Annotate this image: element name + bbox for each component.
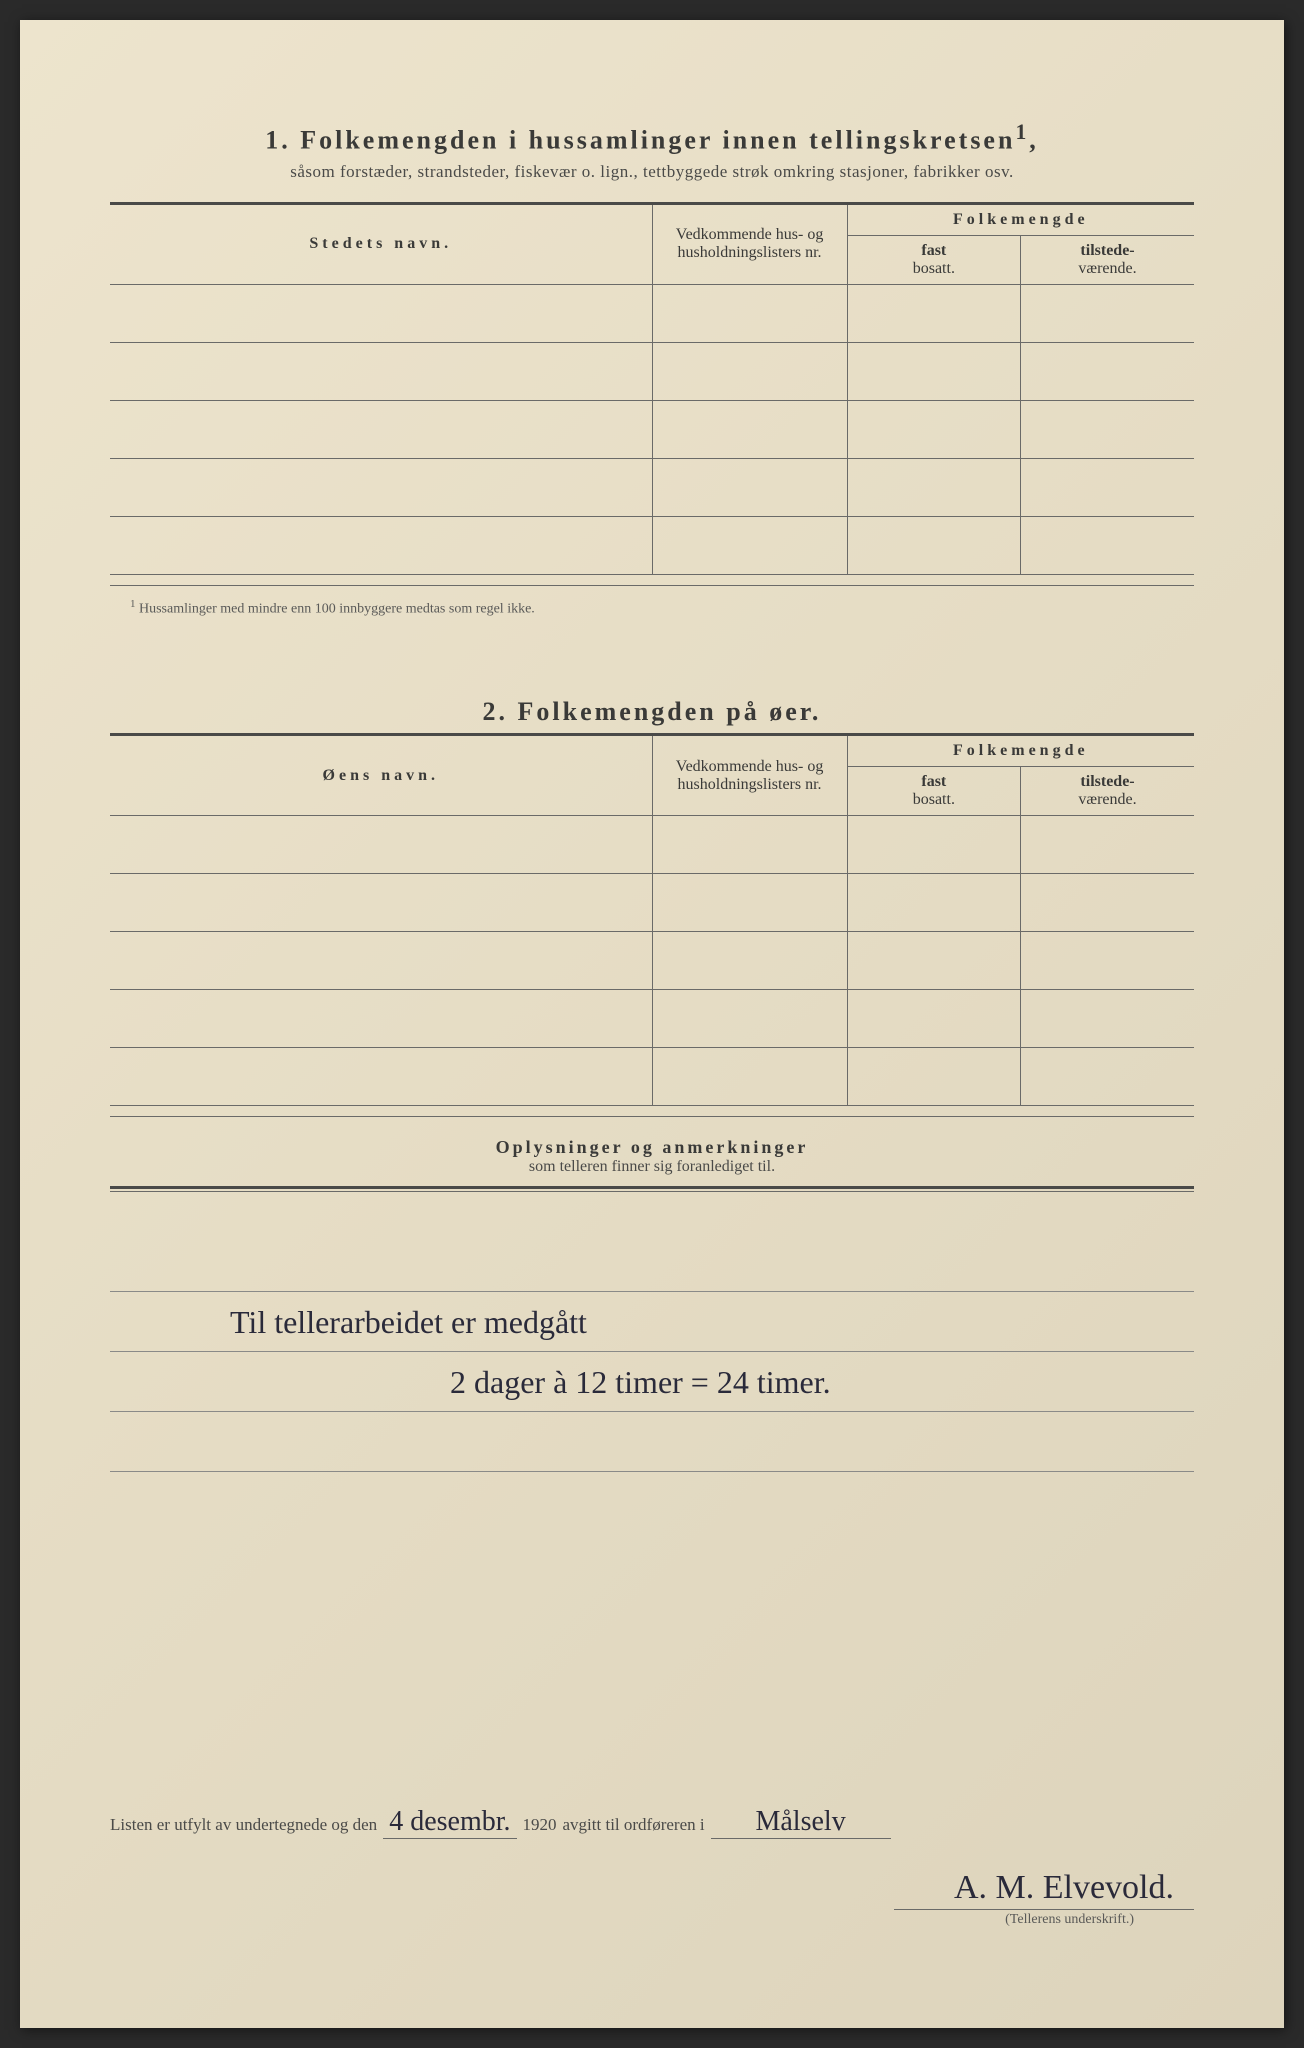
bottom-prefix: Listen er utfylt av undertegnede og den	[110, 1815, 377, 1835]
section1-footnote: 1 Hussamlinger med mindre enn 100 innbyg…	[130, 598, 1194, 618]
table-row	[110, 816, 1194, 874]
section2-title-text: Folkemengden på øer.	[518, 697, 822, 726]
table-row	[110, 516, 1194, 574]
table-row	[110, 342, 1194, 400]
section1-subtitle: såsom forstæder, strandsteder, fiskevær …	[110, 162, 1194, 182]
handwritten-line2: 2 dager à 12 timer = 24 timer.	[450, 1364, 831, 1401]
bottom-place: Målselv	[711, 1806, 891, 1839]
oplysninger-block: Oplysninger og anmerkninger som telleren…	[110, 1137, 1194, 1176]
section1-table: Stedets navn. Vedkommende hus- og hushol…	[110, 202, 1194, 575]
section2-table: Øens navn. Vedkommende hus- og husholdni…	[110, 733, 1194, 1106]
til2-top: tilstede-	[1080, 773, 1134, 790]
signature-label: (Tellerens underskrift.)	[110, 1912, 1194, 1928]
bottom-mid: avgitt til ordføreren i	[563, 1815, 705, 1835]
notes-area: Til tellerarbeidet er medgått 2 dager à …	[110, 1232, 1194, 1472]
col2-folke-header: Folkemengde	[847, 735, 1194, 767]
note-line	[110, 1412, 1194, 1472]
col2-til-header: tilstede- værende.	[1021, 767, 1194, 816]
til-top: tilstede-	[1080, 242, 1134, 259]
oplysninger-rule-thick	[110, 1186, 1194, 1189]
fast-bot: bosatt.	[913, 260, 955, 277]
attestation-line: Listen er utfylt av undertegnede og den …	[110, 1806, 1194, 1839]
section1-title: 1. Folkemengden i hussamlinger innen tel…	[110, 120, 1194, 156]
bottom-year: 1920	[523, 1815, 557, 1835]
section1-num: 1.	[265, 126, 291, 155]
col-til-header: tilstede- værende.	[1021, 235, 1194, 284]
col-lists-header: Vedkommende hus- og husholdningslisters …	[652, 203, 847, 284]
col-fast-header: fast bosatt.	[847, 235, 1020, 284]
table-row	[110, 400, 1194, 458]
bottom-date: 4 desembr.	[383, 1806, 516, 1839]
note-line: Til tellerarbeidet er medgått	[110, 1292, 1194, 1352]
signature-area: A. M. Elvevold. (Tellerens underskrift.)	[110, 1869, 1194, 1928]
section1-tbody	[110, 284, 1194, 574]
fast2-bot: bosatt.	[913, 791, 955, 808]
col-folke-header: Folkemengde	[847, 203, 1194, 235]
table-row	[110, 1048, 1194, 1106]
section1-title-text: Folkemengden i hussamlinger innen tellin…	[300, 126, 1015, 155]
note-line: 2 dager à 12 timer = 24 timer.	[110, 1352, 1194, 1412]
table-row	[110, 932, 1194, 990]
fast-top: fast	[921, 242, 946, 259]
section1-bottom-rule	[110, 585, 1194, 586]
oplysninger-title: Oplysninger og anmerkninger	[110, 1137, 1194, 1158]
footnote-text: Hussamlinger med mindre enn 100 innbygge…	[139, 601, 535, 616]
section1-title-sup: 1	[1015, 120, 1029, 144]
col-name-header: Stedets navn.	[110, 203, 652, 284]
table-row	[110, 990, 1194, 1048]
footnote-sup: 1	[130, 598, 136, 610]
bottom-block: Listen er utfylt av undertegnede og den …	[110, 1806, 1194, 1928]
col2-name-header: Øens navn.	[110, 735, 652, 816]
til-bot: værende.	[1078, 260, 1136, 277]
table-row	[110, 284, 1194, 342]
note-line	[110, 1232, 1194, 1292]
table-row	[110, 874, 1194, 932]
section2-bottom-rule	[110, 1116, 1194, 1117]
oplysninger-sub: som telleren finner sig foranlediget til…	[110, 1158, 1194, 1176]
section2-title: 2. Folkemengden på øer.	[110, 697, 1194, 727]
handwritten-line1: Til tellerarbeidet er medgått	[230, 1304, 587, 1341]
col2-fast-header: fast bosatt.	[847, 767, 1020, 816]
col2-lists-header: Vedkommende hus- og husholdningslisters …	[652, 735, 847, 816]
census-form-page: 1. Folkemengden i hussamlinger innen tel…	[20, 20, 1284, 2028]
signature: A. M. Elvevold.	[894, 1869, 1194, 1910]
til2-bot: værende.	[1078, 791, 1136, 808]
section2-tbody	[110, 816, 1194, 1106]
section2-num: 2.	[483, 697, 509, 726]
fast2-top: fast	[921, 773, 946, 790]
oplysninger-rule-thin	[110, 1191, 1194, 1192]
table-row	[110, 458, 1194, 516]
